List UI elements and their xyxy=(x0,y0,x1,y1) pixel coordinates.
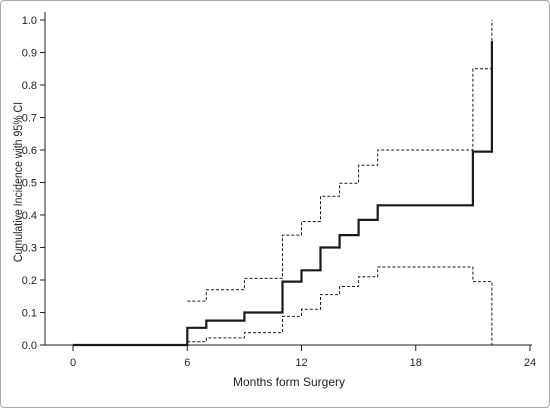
x-tick-label: 6 xyxy=(184,357,190,369)
x-axis-title: Months form Surgery xyxy=(233,375,345,389)
series-group xyxy=(73,20,493,347)
y-tick-label: 0.4 xyxy=(22,210,37,222)
y-tick-label: 0.5 xyxy=(22,178,37,190)
x-tick-label: 12 xyxy=(295,357,307,369)
y-tick-label: 0.2 xyxy=(22,275,37,287)
y-axis-title: Cumulative Incidence with 95% CI xyxy=(12,102,25,262)
y-tick-label: 0.9 xyxy=(22,48,37,60)
series-line-estimate xyxy=(73,41,493,347)
x-tick-label: 24 xyxy=(524,357,536,369)
plot-area: 0.0 0.1 0.2 0.3 0.4 0.5 0.6 0.7 0.8 0.9 1.0 0 6 12 18… xyxy=(22,12,536,369)
x-tick-label: 18 xyxy=(410,357,422,369)
y-tick-label: 0.8 xyxy=(22,80,37,92)
y-tick-label: 1.0 xyxy=(22,15,37,27)
x-axis-ticks: 0 6 12 18 24 xyxy=(70,345,536,369)
series-line-lower-ci xyxy=(187,266,493,345)
series-line-upper-ci xyxy=(187,20,493,302)
y-tick-label: 0.1 xyxy=(22,308,37,320)
y-tick-label: 0.0 xyxy=(22,340,37,352)
y-tick-label: 0.6 xyxy=(22,145,37,157)
x-tick-label: 0 xyxy=(70,357,76,369)
y-tick-label: 0.7 xyxy=(22,113,37,125)
y-tick-label: 0.3 xyxy=(22,243,37,255)
y-axis-ticks: 0.0 0.1 0.2 0.3 0.4 0.5 0.6 0.7 0.8 0.9 1.0 xyxy=(22,15,45,352)
